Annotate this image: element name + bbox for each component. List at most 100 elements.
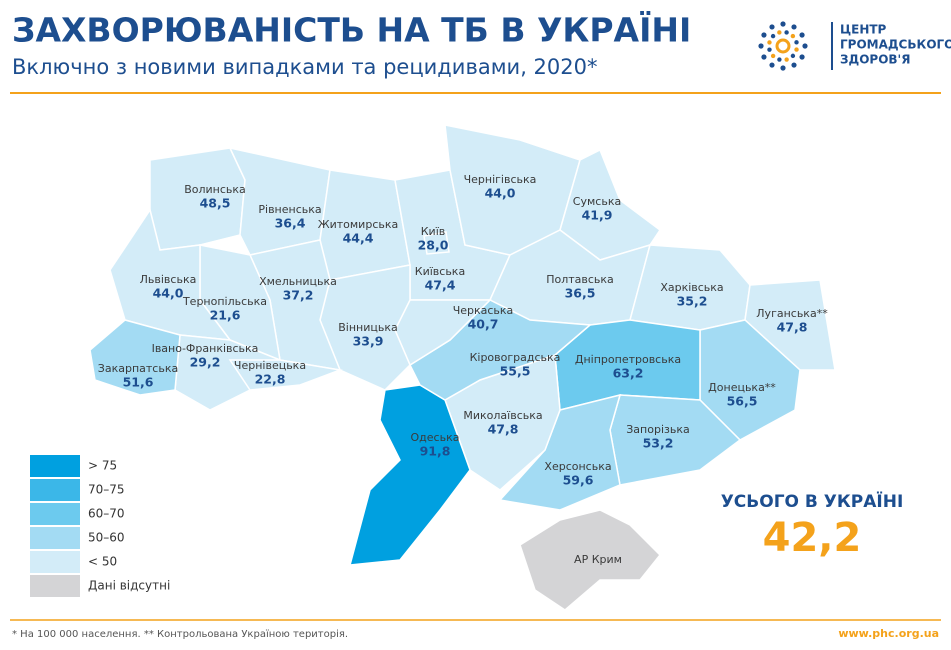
region-name: Кіровоградська	[470, 351, 561, 364]
region-name: Київська	[415, 265, 465, 278]
legend-label: 60–70	[88, 507, 125, 521]
region-value: 22,8	[255, 372, 286, 387]
region	[498, 393, 622, 511]
region	[228, 146, 331, 256]
logo-mark	[758, 21, 808, 71]
logo-dot	[777, 30, 782, 35]
region-value: 48,5	[200, 196, 231, 211]
legend-label: > 75	[88, 459, 117, 473]
region-name: Тернопільська	[182, 295, 267, 308]
title: ЗАХВОРЮВАНІСТЬ НА ТБ В УКРАЇНІ	[12, 10, 691, 50]
legend-swatch	[30, 503, 80, 525]
logo-dot	[770, 53, 776, 59]
region-value: 47,8	[777, 320, 808, 335]
region-name: Київ	[421, 225, 446, 238]
region-name: Дніпропетровська	[575, 353, 681, 366]
region	[423, 231, 450, 255]
logo-dot	[802, 43, 808, 49]
url: www.phc.org.ua	[838, 627, 939, 640]
logo-dot	[784, 30, 789, 35]
region-name: Закарпатська	[98, 362, 178, 375]
region-value: 36,5	[565, 286, 596, 301]
region	[228, 359, 343, 391]
logo-text: ЦЕНТР	[840, 23, 887, 37]
region-name: Херсонська	[544, 460, 611, 473]
logo-dot	[769, 24, 775, 30]
legend-swatch	[30, 551, 80, 573]
region-value: 44,4	[343, 231, 374, 246]
legend: > 75 70–75 60–70 50–60 < 50 Дані відсутні	[30, 455, 170, 597]
legend-label: 70–75	[88, 483, 125, 497]
region-value: 29,2	[190, 355, 221, 370]
logo-dot	[769, 62, 775, 68]
logo-ring	[775, 38, 791, 54]
region-value: 36,4	[275, 216, 306, 231]
subtitle: Включно з новими випадками та рецидивами…	[12, 55, 598, 79]
total-value: 42,2	[763, 515, 862, 561]
region-name: Запорізька	[626, 423, 689, 436]
region-value: 47,8	[488, 422, 519, 437]
legend-swatch	[30, 479, 80, 501]
region-value: 91,8	[420, 444, 451, 459]
region-value: 40,7	[468, 317, 499, 332]
region-value: 59,6	[563, 473, 594, 488]
region-value: 63,2	[613, 366, 644, 381]
logo-dot	[758, 43, 764, 49]
logo-dot	[780, 65, 786, 71]
logo-dot	[780, 21, 786, 27]
region-name: Черкаська	[453, 304, 514, 317]
logo-dot	[791, 24, 797, 30]
legend-label: 50–60	[88, 531, 125, 545]
logo-dot	[790, 33, 796, 39]
region-name: Миколаївська	[463, 409, 542, 422]
region-value: 28,0	[418, 238, 449, 253]
region-name: Одеська	[411, 431, 460, 444]
logo-text: ГРОМАДСЬКОГО	[840, 38, 951, 52]
region-name: Луганська**	[756, 307, 828, 320]
region	[149, 147, 246, 251]
region-value: 37,2	[283, 288, 314, 303]
region-value: 55,5	[500, 364, 531, 379]
region-value: 56,5	[727, 394, 758, 409]
region-value: 51,6	[123, 375, 154, 390]
region-name: Донецька**	[708, 381, 776, 394]
logo-dot	[767, 47, 772, 52]
region	[89, 319, 181, 396]
logo-dot	[794, 40, 799, 45]
region-value: 44,0	[485, 186, 516, 201]
logo-dot	[791, 62, 797, 68]
region-value: 53,2	[643, 436, 674, 451]
region-name: АР Крим	[574, 553, 622, 566]
region-value: 47,4	[425, 278, 456, 293]
region-name: Івано-Франківська	[152, 342, 259, 355]
region-name: Львівська	[140, 273, 197, 286]
region-value: 41,9	[582, 208, 613, 223]
legend-label: < 50	[88, 555, 117, 569]
region	[519, 509, 662, 611]
region-name: Чернігівська	[464, 173, 537, 186]
region-value: 33,9	[353, 334, 384, 349]
region-name: Сумська	[573, 195, 621, 208]
total-label: УСЬОГО В УКРАЇНІ	[721, 490, 904, 512]
logo-dot	[799, 54, 805, 60]
footnote: * На 100 000 населення. ** Контрольована…	[12, 628, 348, 640]
logo-dot	[794, 47, 799, 52]
region-name: Вінницька	[338, 321, 398, 334]
region-value: 44,0	[153, 286, 184, 301]
logo-dot	[761, 32, 767, 38]
logo-dot	[767, 40, 772, 45]
region-value: 21,6	[210, 308, 241, 323]
region-name: Харківська	[660, 281, 723, 294]
logo-dot	[784, 57, 789, 62]
logo-dot	[770, 33, 776, 39]
region-name: Полтавська	[546, 273, 614, 286]
region-value: 35,2	[677, 294, 708, 309]
logo-dot	[777, 57, 782, 62]
logo-dot	[799, 32, 805, 38]
region-name: Волинська	[184, 183, 246, 196]
logo-text: ЗДОРОВ'Я	[840, 53, 910, 67]
legend-swatch	[30, 575, 80, 597]
logo-dot	[790, 53, 796, 59]
